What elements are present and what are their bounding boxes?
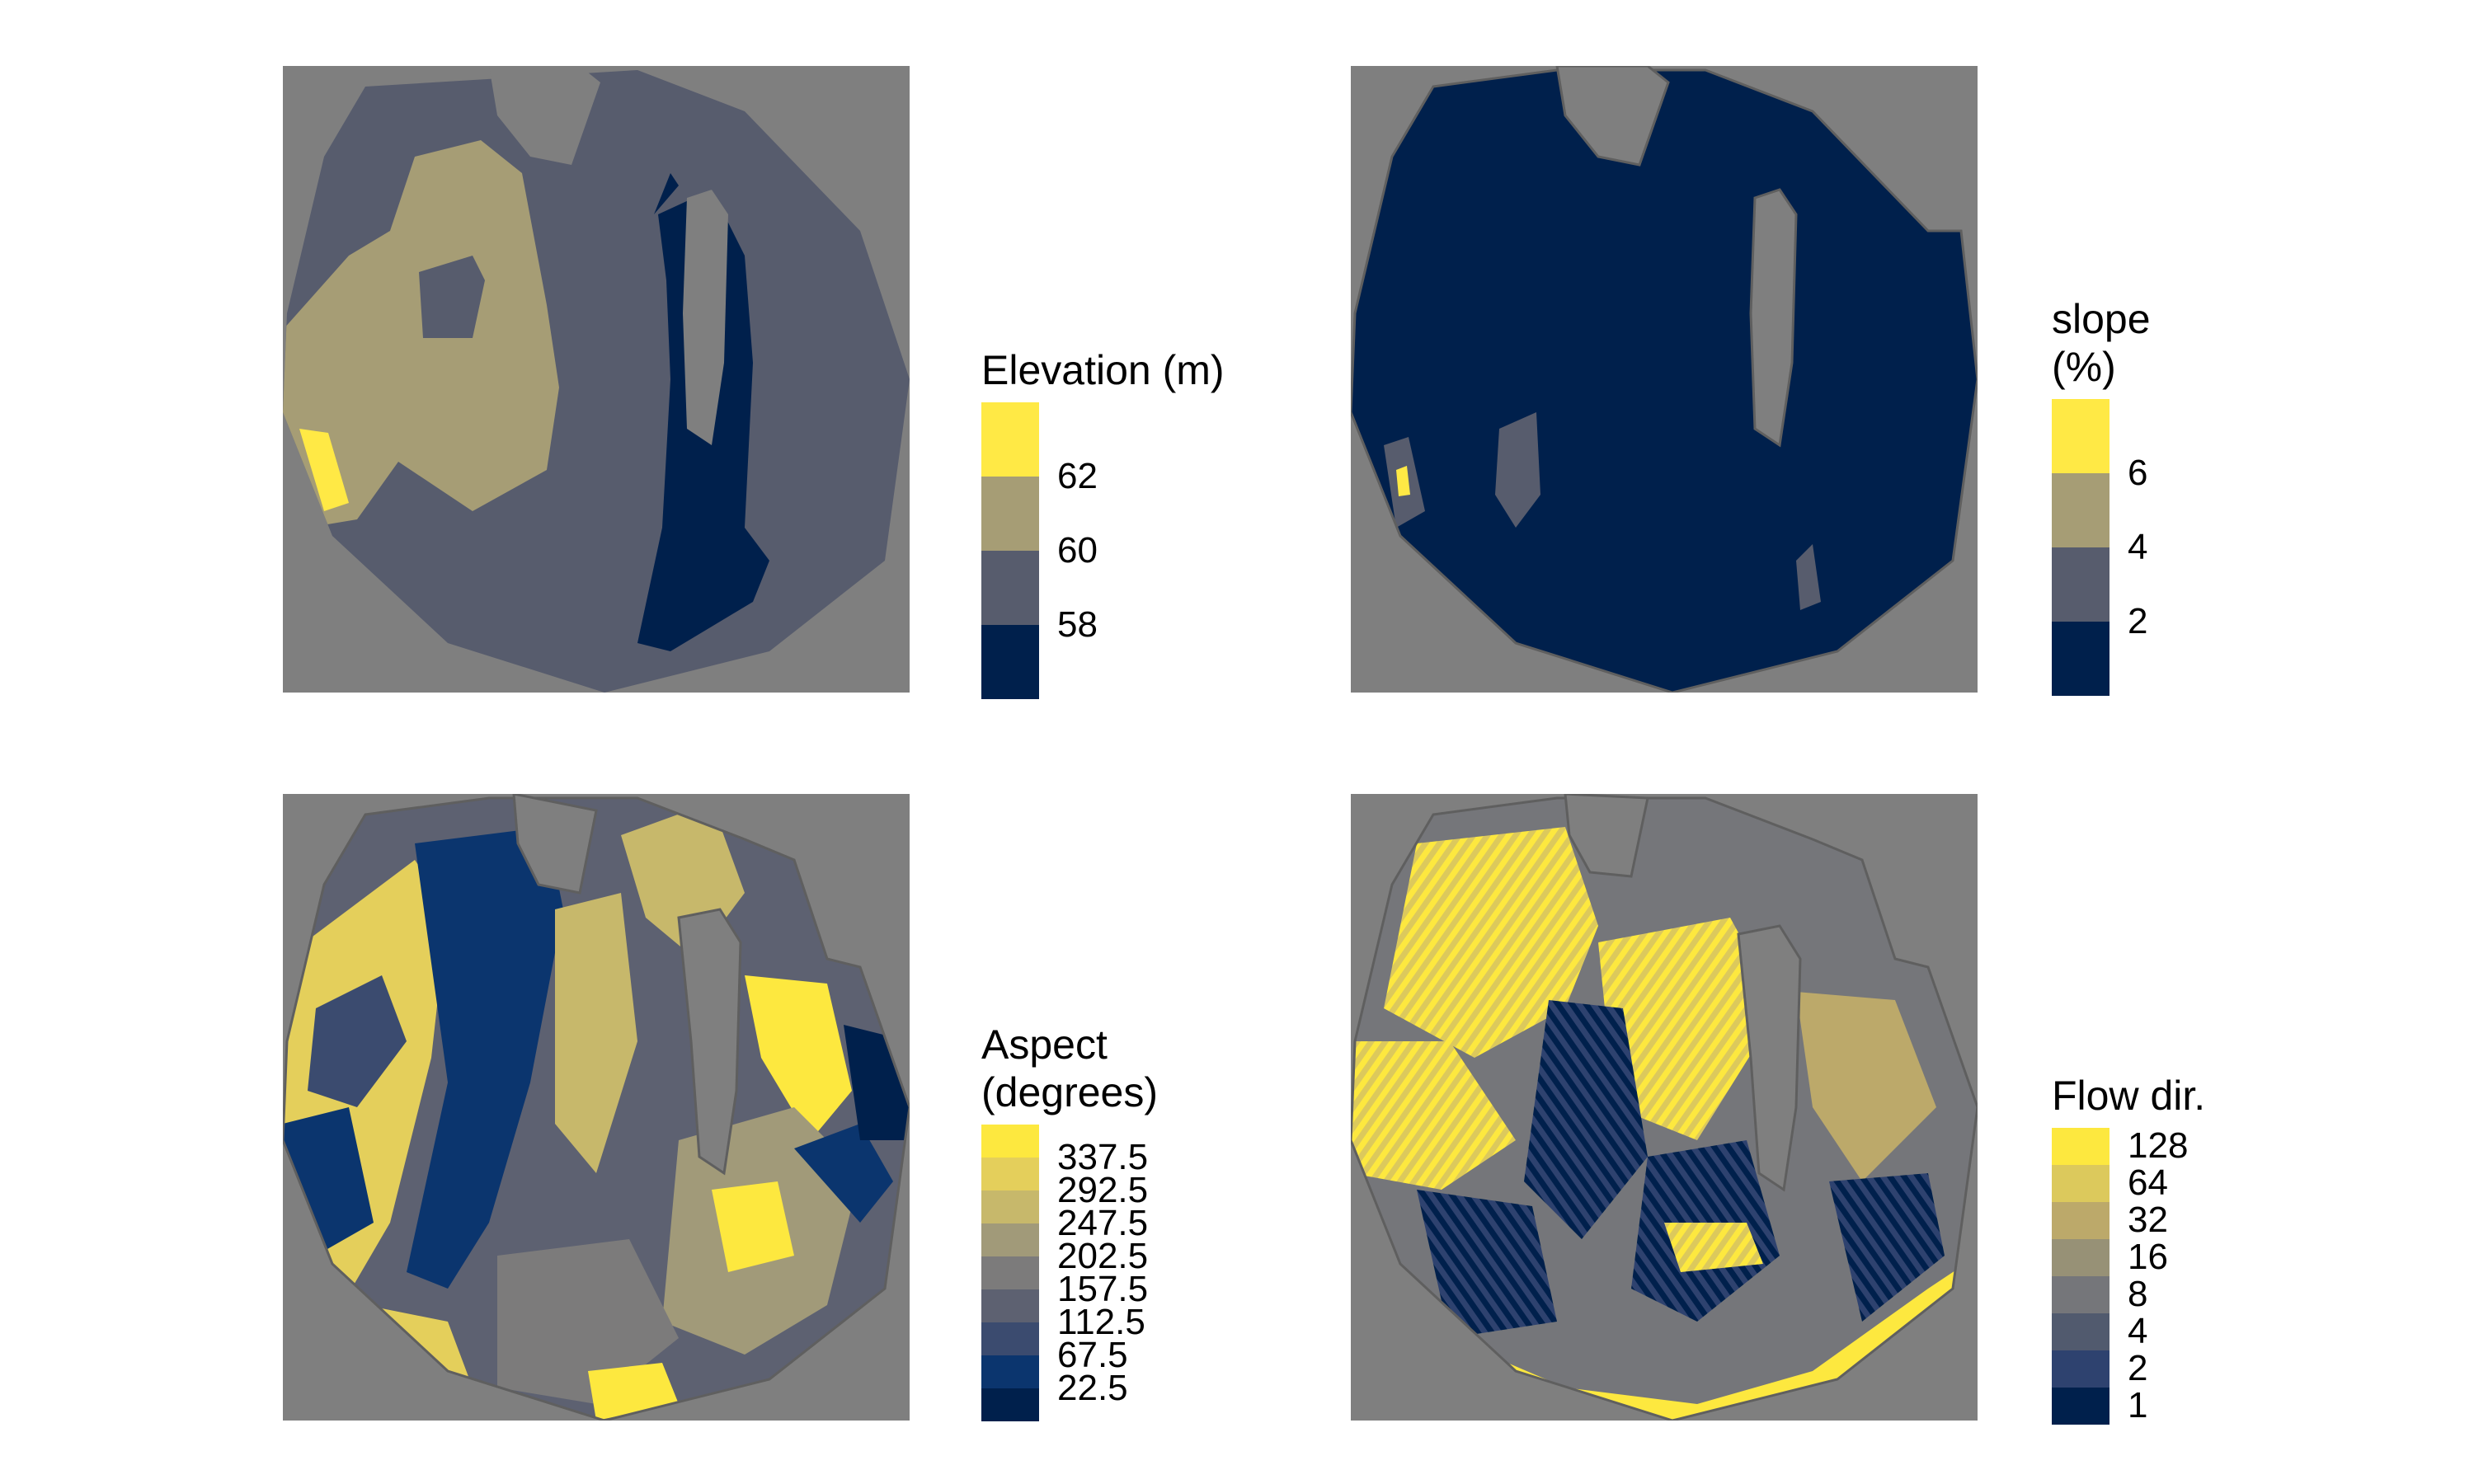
aspect-swatch-3 <box>981 1190 1039 1223</box>
flow-label: 8 <box>2128 1274 2148 1314</box>
aspect-legend: Aspect (degrees) 337.5 292.5 247.5 202.5… <box>981 1021 1158 1421</box>
water-body-east <box>1737 924 1802 1192</box>
slope-map <box>1351 66 1978 693</box>
water-body-east <box>677 908 742 1176</box>
flow-swatch-6 <box>2052 1313 2109 1350</box>
water-body-north <box>512 794 598 895</box>
slope-swatch-1 <box>2052 399 2109 473</box>
aspect-swatch-6 <box>981 1289 1039 1322</box>
aspect-swatch-1 <box>981 1125 1039 1158</box>
aspect-label: 202.5 <box>1057 1236 1149 1276</box>
flow-direction-raster <box>1351 794 1978 1421</box>
slope-raster <box>1351 66 1978 693</box>
slope-swatch-4 <box>2052 622 2109 696</box>
aspect-map <box>283 794 910 1421</box>
water-body-north <box>1564 794 1649 878</box>
aspect-label: 112.5 <box>1057 1302 1145 1342</box>
slope-legend-scale: 6 4 2 <box>2052 399 2151 696</box>
slope-label-2: 2 <box>2128 601 2148 641</box>
aspect-legend-scale: 337.5 292.5 247.5 202.5 157.5 112.5 67.5… <box>981 1125 1158 1421</box>
aspect-swatch-5 <box>981 1256 1039 1289</box>
water-body-north <box>489 66 600 165</box>
aspect-swatch-8 <box>981 1355 1039 1388</box>
flow-direction-map <box>1351 794 1978 1421</box>
flow-label: 4 <box>2128 1311 2148 1351</box>
flow-direction-legend-title: Flow dir. <box>2052 1073 2206 1119</box>
flow-swatch-7 <box>2052 1350 2109 1388</box>
elevation-legend: Elevation (m) 62 60 58 <box>981 346 1225 699</box>
aspect-label: 22.5 <box>1057 1368 1128 1408</box>
flow-label: 64 <box>2128 1162 2168 1203</box>
elevation-swatch-1 <box>981 402 1039 477</box>
flow-swatch-5 <box>2052 1276 2109 1313</box>
elevation-label-60: 60 <box>1057 530 1098 571</box>
elevation-legend-title: Elevation (m) <box>981 347 1225 393</box>
flow-swatch-2 <box>2052 1165 2109 1202</box>
flow-label: 1 <box>2128 1385 2148 1425</box>
aspect-label: 337.5 <box>1057 1137 1149 1177</box>
aspect-swatch-2 <box>981 1158 1039 1190</box>
elevation-legend-scale: 62 60 58 <box>981 402 1225 699</box>
slope-legend: slope (%) 6 4 2 <box>2052 295 2151 696</box>
flow-direction-legend-scale: 128 64 32 16 8 4 2 1 <box>2052 1128 2205 1425</box>
elevation-label-62: 62 <box>1057 456 1098 496</box>
flow-direction-legend: Flow dir. 128 64 32 16 8 4 2 1 <box>2052 1072 2205 1425</box>
aspect-legend-title: Aspect (degrees) <box>981 1021 1158 1115</box>
aspect-label: 157.5 <box>1057 1269 1149 1309</box>
flow-swatch-4 <box>2052 1239 2109 1276</box>
aspect-label: 67.5 <box>1057 1335 1128 1375</box>
flow-label: 128 <box>2128 1125 2189 1166</box>
aspect-swatch-7 <box>981 1322 1039 1355</box>
flow-swatch-1 <box>2052 1128 2109 1165</box>
elevation-swatch-3 <box>981 551 1039 625</box>
slope-swatch-2 <box>2052 473 2109 547</box>
elevation-swatch-2 <box>981 477 1039 551</box>
water-body-east <box>1749 188 1798 448</box>
elevation-map <box>283 66 910 693</box>
flow-label: 2 <box>2128 1348 2148 1388</box>
flow-label: 32 <box>2128 1200 2168 1240</box>
flow-swatch-3 <box>2052 1202 2109 1239</box>
elevation-raster <box>283 66 910 693</box>
flow-swatch-8 <box>2052 1388 2109 1425</box>
elevation-label-58: 58 <box>1057 604 1098 645</box>
slope-swatch-3 <box>2052 547 2109 622</box>
water-body-east <box>683 190 728 445</box>
aspect-label: 247.5 <box>1057 1203 1149 1243</box>
elevation-swatch-4 <box>981 625 1039 699</box>
slope-label-4: 4 <box>2128 527 2148 567</box>
aspect-label: 292.5 <box>1057 1170 1149 1210</box>
aspect-raster <box>283 794 910 1421</box>
water-body-north <box>1555 66 1670 167</box>
slope-label-6: 6 <box>2128 453 2148 493</box>
flow-label: 16 <box>2128 1237 2168 1277</box>
aspect-swatch-9 <box>981 1388 1039 1421</box>
slope-legend-title: slope (%) <box>2052 296 2151 390</box>
aspect-swatch-4 <box>981 1223 1039 1256</box>
